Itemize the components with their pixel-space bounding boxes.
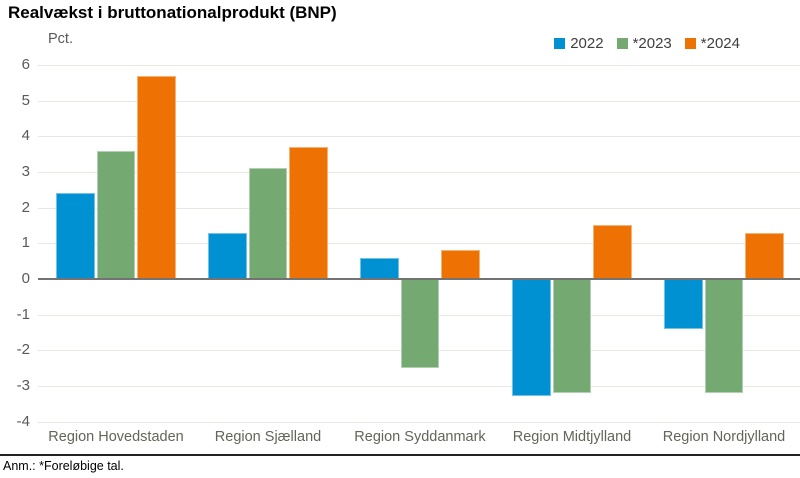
footnote: Anm.: *Foreløbige tal. [3, 459, 124, 473]
bar-2022-region-hovedstaden [55, 193, 95, 279]
y-axis-tick-label: 4 [21, 127, 30, 145]
legend-swatch-icon [616, 38, 628, 49]
y-axis-tick-label: 2 [21, 198, 30, 216]
bar-2024-region-hovedstaden [137, 75, 176, 279]
y-axis-tick-label: -1 [16, 305, 30, 323]
y-axis-tick-label: 1 [21, 234, 30, 252]
legend-item-2024: *2024 [684, 35, 740, 52]
gridline [38, 100, 800, 102]
legend-item-2023: *2023 [616, 35, 672, 52]
chart-title: Realvækst i bruttonationalprodukt (BNP) [8, 3, 337, 22]
bar-2022-region-sjælland [207, 232, 247, 279]
x-axis-category-label: Region Sjælland [214, 429, 322, 445]
gridline [38, 136, 800, 138]
bar-2024-region-syddanmark [441, 250, 481, 279]
bar-2024-region-midtjylland [593, 225, 633, 279]
y-axis-tick-label: 6 [21, 56, 30, 73]
bar-2023-region-syddanmark [400, 278, 440, 368]
gridline [38, 65, 800, 66]
gridline [38, 385, 800, 387]
legend-swatch-icon [554, 38, 566, 49]
x-axis-category-label: Region Nordjylland [662, 429, 786, 445]
bar-2023-region-midtjylland [552, 278, 592, 393]
y-axis-unit-label: Pct. [48, 31, 73, 47]
y-axis-tick-label: -3 [16, 376, 30, 394]
y-axis-tick-label: 3 [21, 162, 30, 180]
bar-2022-region-syddanmark [359, 257, 399, 279]
gridline [38, 171, 800, 173]
bar-2024-region-sjælland [289, 147, 329, 279]
legend-label: 2022 [570, 35, 604, 52]
gridline [38, 243, 800, 245]
legend-label: *2023 [632, 35, 672, 52]
bar-2023-region-hovedstaden [96, 150, 136, 279]
y-axis-tick-label: -4 [16, 412, 30, 430]
footnote-divider [0, 454, 800, 456]
y-axis-tick-label: -2 [16, 341, 30, 359]
y-axis-tick-label: 5 [21, 91, 30, 109]
bar-2023-region-sjælland [248, 168, 288, 279]
legend-item-2022: 2022 [554, 35, 604, 52]
legend: 2022 *2023 *2024 [554, 35, 740, 52]
zero-axis-line [38, 277, 800, 280]
bar-2022-region-nordjylland [664, 278, 703, 329]
bar-2022-region-midtjylland [511, 278, 551, 397]
legend-label: *2024 [700, 35, 740, 52]
y-axis-tick-label: 0 [21, 269, 30, 287]
gridline [38, 421, 800, 423]
x-axis-category-label: Region Syddanmark [354, 429, 486, 445]
bar-2024-region-nordjylland [745, 232, 785, 279]
x-axis-category-label: Region Hovedstaden [48, 429, 184, 445]
legend-swatch-icon [684, 38, 696, 49]
x-axis-category-label: Region Midtjylland [512, 429, 632, 445]
gridline [38, 207, 800, 209]
bar-2023-region-nordjylland [704, 278, 744, 393]
